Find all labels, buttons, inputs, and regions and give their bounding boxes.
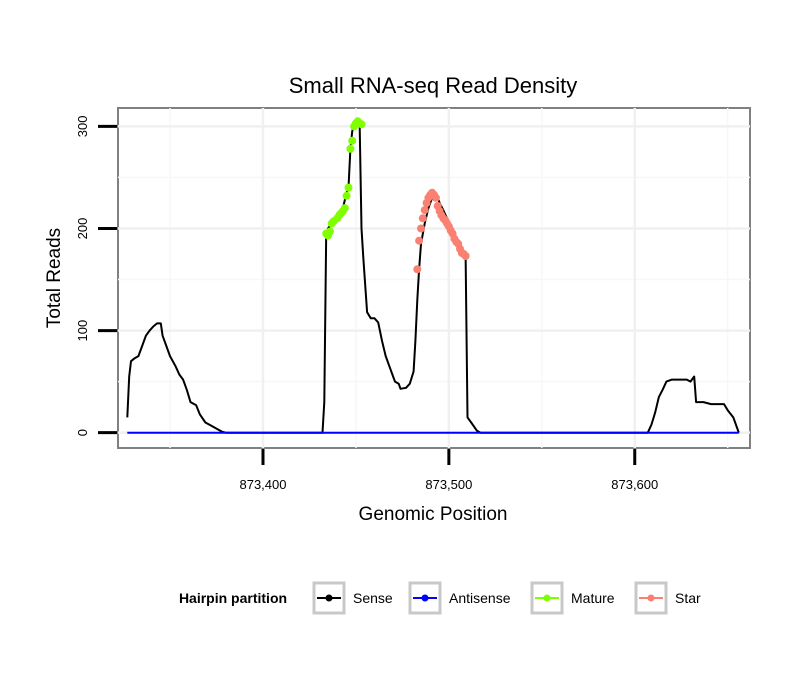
y-tick-label: 300 bbox=[75, 116, 90, 138]
mature-point bbox=[348, 136, 357, 145]
plot-panel bbox=[117, 107, 751, 449]
legend-dot-mature bbox=[543, 594, 551, 602]
chart-title: Small RNA-seq Read Density bbox=[289, 73, 578, 98]
y-axis-title: Total Reads bbox=[44, 228, 65, 328]
sense-line bbox=[126, 120, 740, 434]
y-tick-label: 200 bbox=[75, 218, 90, 240]
legend-dot-star bbox=[647, 594, 655, 602]
x-tick-label: 873,500 bbox=[425, 477, 472, 492]
grid-lines bbox=[118, 108, 750, 448]
legend-title: Hairpin partition bbox=[179, 590, 287, 606]
x-tick-label: 873,600 bbox=[611, 477, 658, 492]
x-axis: 873,400 873,500 873,600 bbox=[239, 449, 658, 492]
x-tick-label: 873,400 bbox=[239, 477, 286, 492]
star-point bbox=[415, 236, 424, 245]
star-point bbox=[431, 193, 440, 202]
mature-point bbox=[357, 120, 366, 129]
legend-label-mature: Mature bbox=[571, 590, 615, 606]
star-point bbox=[461, 252, 470, 260]
legend: Hairpin partition Sense Antisense Mature St… bbox=[179, 581, 701, 615]
y-tick-label: 100 bbox=[75, 320, 90, 342]
x-axis-title: Genomic Position bbox=[359, 504, 508, 525]
legend-label-star: Star bbox=[675, 590, 701, 606]
legend-dot-sense bbox=[325, 594, 333, 602]
legend-dot-antisense bbox=[421, 594, 429, 602]
mature-point bbox=[325, 227, 334, 236]
mature-point bbox=[346, 144, 355, 153]
star-point bbox=[418, 214, 427, 223]
mature-point bbox=[340, 204, 349, 213]
legend-label-antisense: Antisense bbox=[449, 590, 511, 606]
star-point bbox=[413, 265, 422, 274]
series-layer bbox=[126, 117, 740, 434]
y-axis: 0 100 200 300 bbox=[75, 116, 117, 436]
star-point bbox=[417, 224, 425, 233]
mature-point bbox=[344, 183, 353, 192]
y-tick-label: 0 bbox=[75, 429, 90, 436]
star-point bbox=[420, 206, 429, 215]
legend-label-sense: Sense bbox=[353, 590, 393, 606]
mature-point bbox=[342, 191, 351, 200]
